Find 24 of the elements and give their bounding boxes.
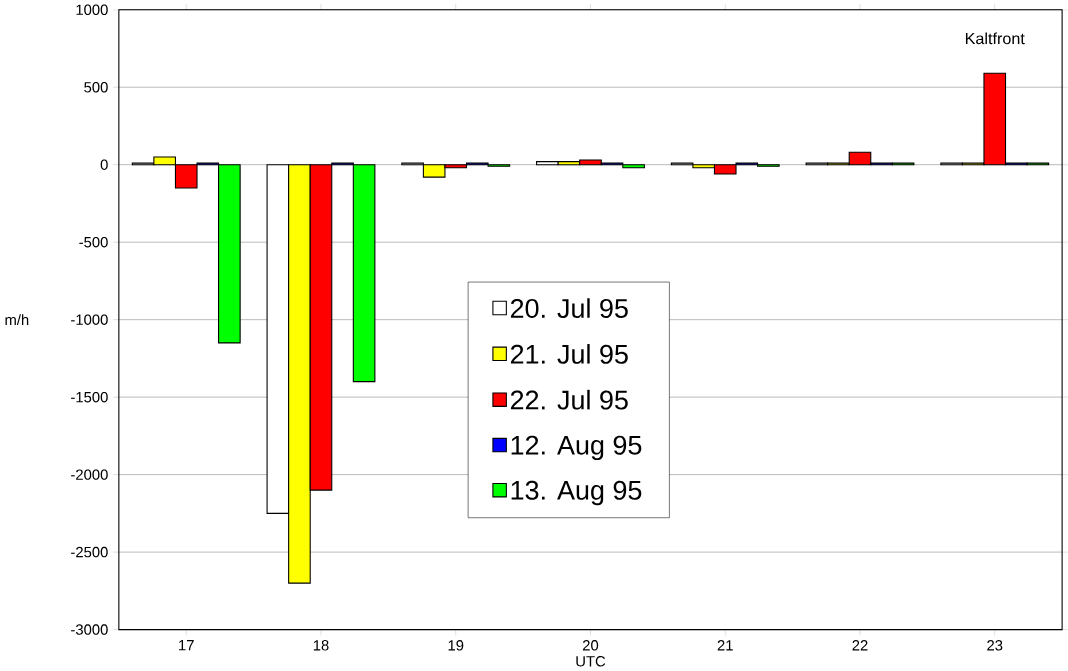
y-tick-label: 0 [100, 159, 108, 170]
x-tick-label: 23 [987, 640, 1003, 651]
y-tick-label: -1000 [71, 314, 108, 325]
x-axis-title: UTC [576, 656, 606, 667]
legend-label: 21. Jul 95 [510, 344, 628, 364]
legend-label: 12. Aug 95 [511, 435, 642, 461]
x-tick-label: 18 [313, 640, 329, 651]
y-tick-label: -500 [79, 236, 108, 248]
y-tick-label: -1500 [71, 391, 108, 403]
legend-label: 20. Jul 95 [510, 298, 628, 318]
x-tick-label: 20 [582, 640, 599, 651]
x-tick-label: 21 [717, 640, 733, 651]
y-tick-label: 1000 [76, 4, 108, 15]
legend-label: 22. Jul 95 [510, 389, 628, 410]
y-axis-title: m/h [5, 314, 29, 326]
x-tick-label: 22 [852, 640, 868, 651]
x-tick-label: 19 [448, 640, 464, 651]
y-tick-label: -2500 [71, 546, 108, 558]
y-tick-label: -3000 [71, 624, 108, 635]
y-tick-label: -2000 [71, 469, 108, 480]
x-tick-label: 17 [179, 640, 194, 651]
legend-label: 13. Aug 95 [511, 480, 642, 506]
y-tick-label: 500 [84, 81, 108, 93]
annotation: Kaltfront [965, 32, 1025, 45]
